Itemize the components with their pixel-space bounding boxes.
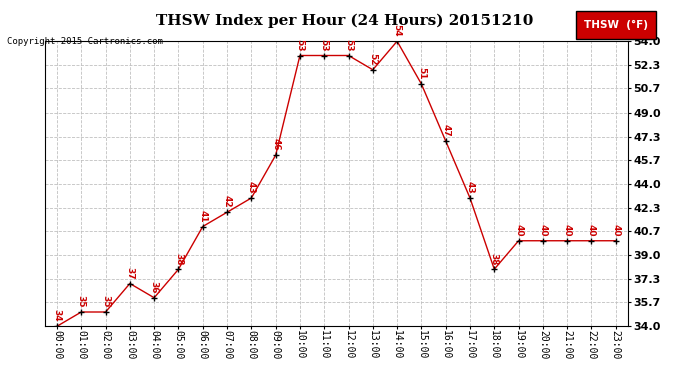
- Text: 54: 54: [393, 24, 402, 37]
- Text: 43: 43: [466, 181, 475, 194]
- Text: 43: 43: [247, 181, 256, 194]
- Text: 53: 53: [319, 39, 328, 51]
- Text: 42: 42: [223, 195, 232, 208]
- Text: 40: 40: [587, 224, 596, 237]
- Text: 35: 35: [101, 296, 110, 308]
- Text: 51: 51: [417, 68, 426, 80]
- Text: 36: 36: [150, 281, 159, 294]
- Text: 38: 38: [490, 253, 499, 265]
- Text: 53: 53: [344, 39, 353, 51]
- Text: 40: 40: [562, 224, 572, 237]
- Text: THSW  (°F): THSW (°F): [584, 20, 648, 30]
- Text: 53: 53: [295, 39, 304, 51]
- Text: 41: 41: [198, 210, 207, 222]
- Text: 35: 35: [77, 296, 86, 308]
- Text: 40: 40: [538, 224, 547, 237]
- Text: Copyright 2015 Cartronics.com: Copyright 2015 Cartronics.com: [7, 38, 163, 46]
- Text: 37: 37: [126, 267, 135, 279]
- Text: 34: 34: [52, 309, 61, 322]
- Text: THSW Index per Hour (24 Hours) 20151210: THSW Index per Hour (24 Hours) 20151210: [157, 13, 533, 27]
- Text: 52: 52: [368, 53, 377, 66]
- Text: 40: 40: [514, 224, 523, 237]
- Text: 47: 47: [441, 124, 450, 137]
- Text: 40: 40: [611, 224, 620, 237]
- Text: 46: 46: [271, 138, 280, 151]
- Text: 38: 38: [174, 253, 183, 265]
